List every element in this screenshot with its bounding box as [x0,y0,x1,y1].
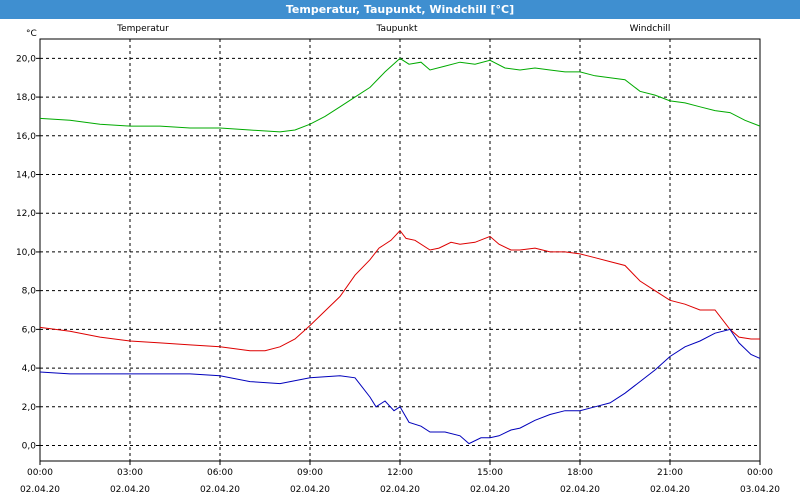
chart: 0,0 2,0 4,0 6,0 8,0 10,0 12,0 14,0 16,0 18,0 20,0 0… [16,24,780,495]
y-tick-label: 12,0 [16,209,36,219]
x-tick-date-label: 02.04.20 [290,485,330,495]
y-tick-label: 8,0 [22,287,37,297]
x-tick-time-label: 15:00 [477,468,503,478]
series-line-taupunkt [39,328,761,445]
y-tick-label: 20,0 [16,54,36,64]
y-tick-label: 16,0 [16,132,36,142]
y-tick-label: 10,0 [16,248,36,258]
series-line-temperatur [39,229,760,352]
x-tick-date-label: 02.04.20 [560,485,600,495]
y-tick-label: 14,0 [16,171,36,181]
x-tick-time-label: 21:00 [657,468,683,478]
y-tick-label: 18,0 [16,93,36,103]
x-tick-date-label: 02.04.20 [200,485,240,495]
x-tick-date-label: 02.04.20 [110,485,150,495]
y-tick-label: 0,0 [22,442,37,452]
series-line-windchill [39,57,761,133]
legend-label-temperatur: Temperatur [116,24,169,34]
x-tick-time-label: 00:00 [27,468,53,478]
y-tick-label: 4,0 [22,364,37,374]
y-tick-label: 2,0 [22,403,37,413]
y-axis-unit-label: °C [26,29,37,39]
x-tick-date-label: 02.04.20 [650,485,690,495]
x-tick-date-label: 02.04.20 [20,485,60,495]
x-tick-time-label: 06:00 [207,468,233,478]
plot-frame [39,38,761,462]
x-tick-time-label: 18:00 [567,468,593,478]
x-tick-time-label: 12:00 [387,468,413,478]
y-tick-label: 6,0 [22,325,37,335]
x-tick-time-label: 00:00 [747,468,773,478]
x-tick-time-label: 09:00 [297,468,323,478]
legend-label-taupunkt: Taupunkt [375,24,418,34]
window-title: Temperatur, Taupunkt, Windchill [°C] [0,0,800,19]
x-tick-time-label: 03:00 [117,468,143,478]
x-tick-date-label: 02.04.20 [380,485,420,495]
legend-label-windchill: Windchill [630,24,671,34]
x-tick-date-label: 03.04.20 [740,485,780,495]
x-tick-date-label: 02.04.20 [470,485,510,495]
